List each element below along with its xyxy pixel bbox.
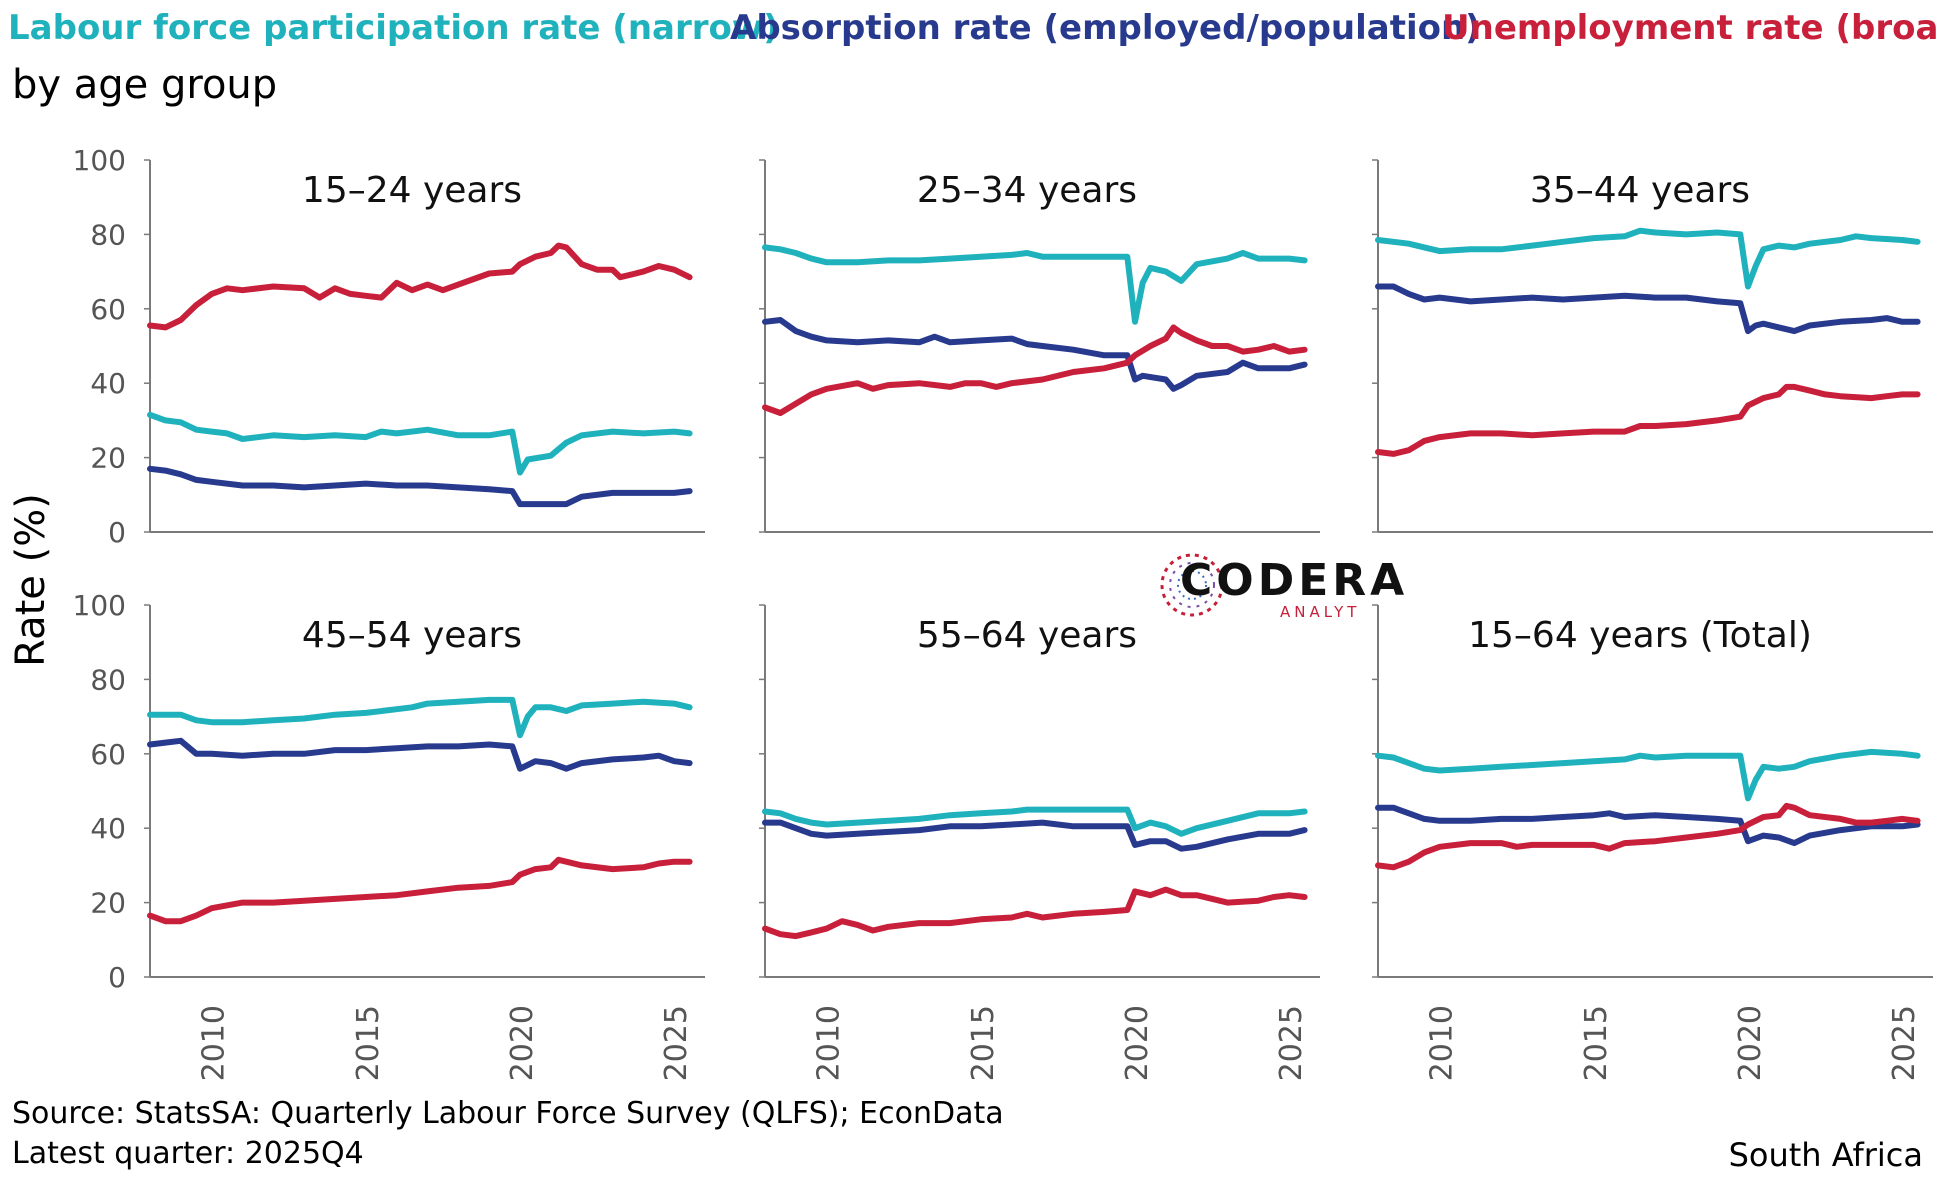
x-tick-label: 2010 <box>812 1005 847 1081</box>
panel-4-abs-line <box>147 737 693 772</box>
panel-5-abs-line <box>762 819 1308 852</box>
legend-absorption-title: Absorption rate (employed/population) <box>730 8 1481 48</box>
panel-title: 15–24 years <box>302 170 522 211</box>
x-tick-label: 2020 <box>1120 1005 1155 1081</box>
y-tick-label: 100 <box>73 144 126 177</box>
y-tick-label: 40 <box>90 367 126 400</box>
panel-6-lfpr-line <box>1375 748 1921 802</box>
panel-3-unemp-line <box>1375 383 1921 457</box>
panel-5-unemp-line <box>762 886 1308 940</box>
panel-6-unemp-line <box>1375 802 1921 871</box>
y-tick-label: 60 <box>90 738 126 771</box>
y-tick-label: 80 <box>90 218 126 251</box>
x-tick-label: 2020 <box>1733 1005 1768 1081</box>
x-tick-label: 2015 <box>351 1005 386 1081</box>
logo-wordmark: CODERA <box>1180 555 1409 606</box>
panel-2-lfpr-line <box>762 244 1308 325</box>
chart-header: Labour force participation rate (narrow)… <box>0 8 1937 58</box>
y-tick-label: 20 <box>90 442 126 475</box>
x-tick-label: 2010 <box>1425 1005 1460 1081</box>
y-tick-label: 60 <box>90 293 126 326</box>
panel-title: 35–44 years <box>1530 170 1750 211</box>
source-note: Source: StatsSA: Quarterly Labour Force … <box>12 1096 1004 1131</box>
x-tick-label: 2010 <box>197 1005 232 1081</box>
y-tick-label: 0 <box>108 961 126 994</box>
y-axis-label: Rate (%) <box>8 493 54 667</box>
x-tick-label: 2025 <box>1274 1005 1309 1081</box>
x-tick-label: 2025 <box>659 1005 694 1081</box>
panel-3-abs-line <box>1375 283 1921 335</box>
panel-2-unemp-line <box>762 324 1308 416</box>
y-tick-label: 80 <box>90 663 126 696</box>
panel-5-lfpr-line <box>762 806 1308 837</box>
x-tick-label: 2015 <box>1579 1005 1614 1081</box>
codera-logo-mark-icon <box>1160 553 1224 617</box>
panel-3-lfpr-line <box>1375 227 1921 290</box>
y-tick-label: 20 <box>90 887 126 920</box>
chart-subtitle: by age group <box>12 62 278 108</box>
legend-lfpr-title: Labour force participation rate (narrow) <box>8 8 779 48</box>
panel-1-unemp-line <box>147 242 693 331</box>
panel-2-abs-line <box>762 317 1308 392</box>
x-tick-label: 2020 <box>505 1005 540 1081</box>
logo-subtext: ANALYT <box>1280 603 1361 621</box>
latest-quarter-note: Latest quarter: 2025Q4 <box>12 1136 364 1171</box>
panel-1-lfpr-line <box>147 411 693 476</box>
panel-title: 45–54 years <box>302 615 522 656</box>
y-tick-label: 100 <box>73 589 126 622</box>
country-label: South Africa <box>1728 1136 1923 1174</box>
legend-unemployment-title: Unemployment rate (broad) <box>1442 8 1937 48</box>
y-tick-label: 0 <box>108 516 126 549</box>
panel-4-lfpr-line <box>147 696 693 739</box>
codera-logo: CODERA ANALYT <box>1160 545 1410 625</box>
panel-6-abs-line <box>1375 804 1921 847</box>
x-tick-label: 2025 <box>1887 1005 1922 1081</box>
y-tick-label: 40 <box>90 812 126 845</box>
panel-1-abs-line <box>147 465 693 508</box>
panel-title: 15–64 years (Total) <box>1468 615 1812 656</box>
panel-4-unemp-line <box>147 856 693 925</box>
panel-title: 25–34 years <box>917 170 1137 211</box>
panel-title: 55–64 years <box>917 615 1137 656</box>
x-tick-label: 2015 <box>966 1005 1001 1081</box>
